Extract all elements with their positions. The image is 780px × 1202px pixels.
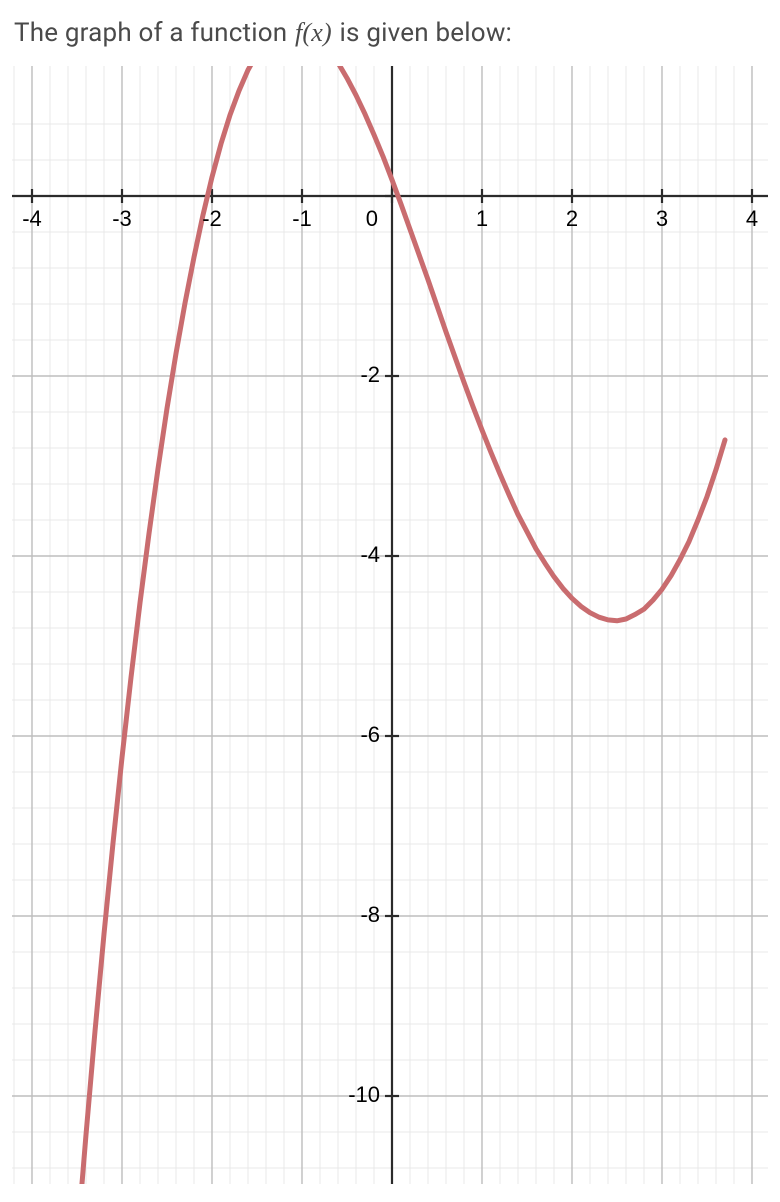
chart: -4-3-2-101234-2-4-6-8-10 <box>12 66 768 1184</box>
svg-text:-2: -2 <box>360 362 380 387</box>
svg-text:1: 1 <box>476 206 488 231</box>
chart-svg: -4-3-2-101234-2-4-6-8-10 <box>12 66 768 1184</box>
prompt-text: The graph of a function f(x) is given be… <box>14 18 768 48</box>
svg-text:-4: -4 <box>360 542 380 567</box>
prompt-suffix: is given below: <box>333 18 512 48</box>
svg-text:-6: -6 <box>360 722 380 747</box>
svg-text:3: 3 <box>656 206 668 231</box>
svg-text:4: 4 <box>746 206 758 231</box>
svg-text:-10: -10 <box>348 1082 380 1107</box>
prompt-fn: f(x) <box>294 18 333 47</box>
svg-text:2: 2 <box>566 206 578 231</box>
prompt-prefix: The graph of a function <box>14 18 294 48</box>
svg-text:-4: -4 <box>22 206 42 231</box>
page: The graph of a function f(x) is given be… <box>0 0 780 1202</box>
svg-text:-2: -2 <box>202 206 222 231</box>
svg-text:-8: -8 <box>360 902 380 927</box>
svg-text:0: 0 <box>366 206 378 231</box>
svg-text:-3: -3 <box>112 206 132 231</box>
svg-text:-1: -1 <box>292 206 312 231</box>
